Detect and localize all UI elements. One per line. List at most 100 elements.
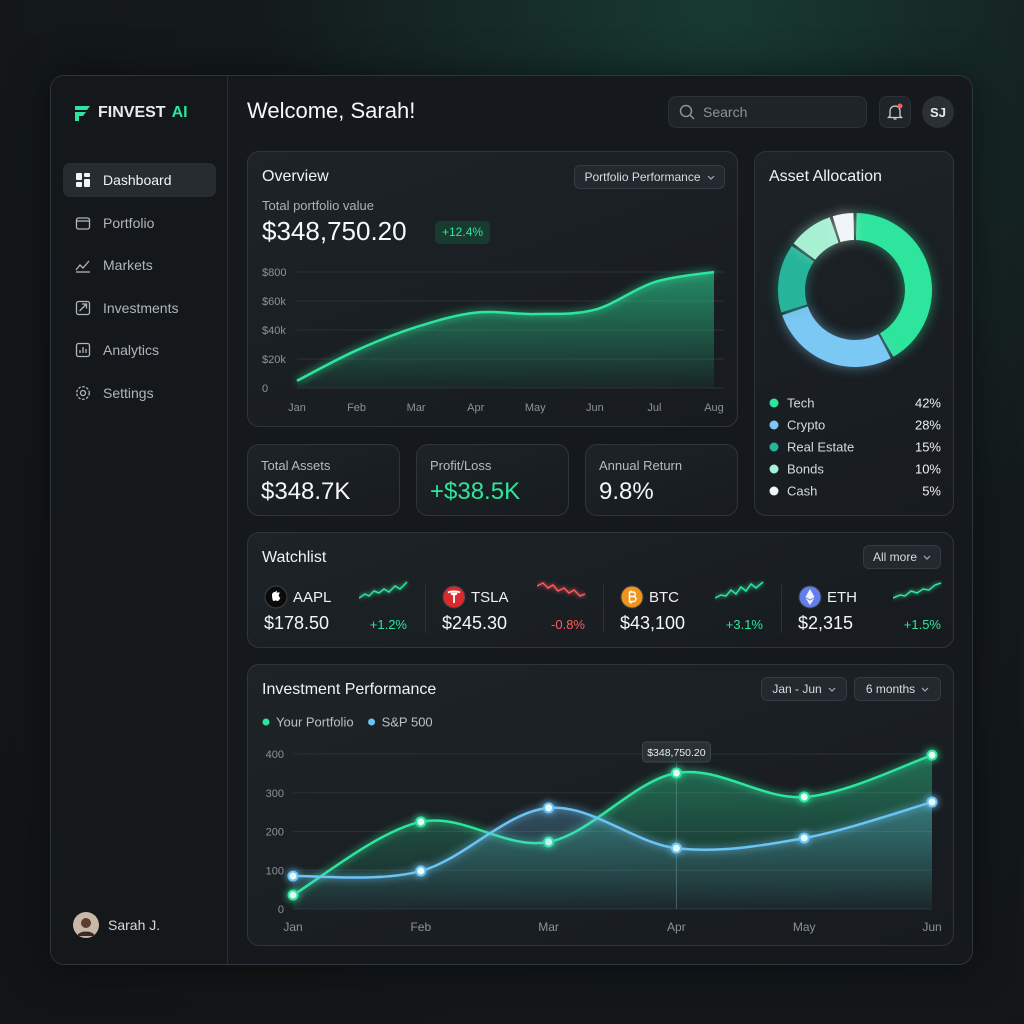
x-tick-label: Jan (283, 920, 302, 934)
allocation-chart: Tech 42% Crypto 28% Real Estate 15% Bonds 10% Ca… (769, 213, 941, 499)
ticker-change: +3.1% (725, 617, 763, 632)
nav-item[interactable]: Dashboard (63, 163, 216, 197)
donut-slice (832, 213, 855, 243)
stat-card: Total Assets $348.7K (247, 444, 400, 516)
brand-suffix: AI (171, 104, 188, 121)
legend-label: Bonds (787, 462, 824, 477)
nav-item[interactable]: Analytics (63, 333, 216, 367)
legend-dot (368, 718, 376, 726)
watchlist-title: Watchlist (262, 549, 327, 566)
nav-item[interactable]: Settings (63, 376, 216, 410)
user[interactable]: Sarah J. (73, 912, 160, 938)
chevron (921, 687, 929, 692)
allocation-title: Asset Allocation (769, 168, 882, 185)
brand-logo (75, 106, 90, 121)
y-tick-label: 100 (266, 865, 284, 877)
x-tick-label: Jul (647, 402, 661, 414)
legend-value: 15% (915, 440, 941, 455)
dropdown-label: 6 months (865, 682, 916, 696)
point (798, 791, 810, 803)
watch-item[interactable]: ETH $2,315 +1.5% (798, 578, 953, 638)
ticker-logo (620, 585, 644, 609)
search-box[interactable]: Search (668, 96, 867, 128)
ticker-symbol: BTC (649, 589, 679, 606)
ticker-change: -0.8% (551, 617, 585, 632)
x-tick-label: Jun (586, 402, 604, 414)
y-tick-label: $20k (262, 354, 286, 366)
nav-label: Dashboard (103, 172, 172, 188)
legend-dot (769, 420, 779, 430)
y-tick-label: 0 (278, 904, 284, 916)
value-caption: Total portfolio value (262, 198, 375, 213)
range-dropdown[interactable]: Jan - Jun (761, 677, 847, 701)
legend-dot (769, 464, 779, 474)
watch-item[interactable]: AAPL $178.50 +1.2% (264, 578, 425, 638)
sparkline (359, 581, 408, 599)
donut-slice (793, 217, 839, 260)
search-icon (679, 104, 695, 120)
nav-label: Analytics (103, 342, 160, 358)
ticker-logo (798, 585, 822, 609)
stat-value: 9.8% (599, 478, 654, 505)
stat-value: +$38.5K (430, 478, 521, 505)
watch-item[interactable]: BTC $43,100 +3.1% (620, 578, 781, 638)
dropdown-label: Portfolio Performance (584, 170, 701, 184)
x-tick-label: Aug (704, 402, 724, 414)
point (415, 865, 427, 877)
line (292, 800, 933, 879)
divider (425, 585, 426, 633)
ticker-price: $43,100 (620, 613, 686, 633)
ticker-symbol: TSLA (471, 589, 509, 606)
welcome-title: Welcome, Sarah! (247, 98, 416, 123)
donut-slice (782, 306, 891, 367)
nav-icon (75, 260, 90, 273)
watch-item[interactable]: TSLA $245.30 -0.8% (442, 578, 603, 638)
ticker-price: $2,315 (798, 613, 854, 633)
sparkline (537, 582, 586, 597)
chevron (707, 175, 714, 180)
x-tick-label: Apr (467, 402, 484, 414)
legend-dot (769, 486, 779, 496)
ticker-logo (264, 585, 288, 609)
legend-dot (262, 718, 270, 726)
watchlist-card: Watchlist All more AAPL $178.50 +1.2% TSLA $… (247, 532, 954, 648)
nav-icon (75, 342, 91, 358)
point (798, 832, 810, 844)
donut-slice (855, 213, 932, 357)
legend-value: 10% (915, 462, 941, 477)
y-tick-label: 0 (262, 383, 268, 395)
divider (781, 585, 782, 633)
nav-label: Settings (103, 384, 154, 401)
point (287, 870, 299, 882)
chevron (828, 687, 836, 692)
y-tick-label: 300 (266, 788, 284, 800)
user-avatar (73, 912, 99, 938)
overview-dropdown[interactable]: Portfolio Performance (574, 165, 725, 189)
period-dropdown[interactable]: 6 months (854, 677, 941, 701)
point (926, 749, 938, 761)
brand-name: FINVEST (98, 104, 166, 121)
legend-dot (769, 398, 779, 408)
y-tick-label: 400 (266, 749, 284, 761)
allocation-card: Tech 42% Crypto 28% Real Estate 15% Bonds 10% Ca… (754, 151, 954, 516)
x-tick-label: Mar (407, 402, 426, 414)
area (293, 802, 932, 909)
stat-card: Annual Return 9.8% (585, 444, 738, 516)
legend-label: Cash (787, 484, 817, 499)
ticker-symbol: AAPL (293, 589, 332, 606)
nav-label: Markets (103, 257, 153, 273)
x-tick-label: Feb (410, 920, 431, 934)
search-placeholder: Search (703, 104, 748, 120)
performance-card: 0 100 200 300 400 Jan Feb Mar Apr May Jun $348,750.… (247, 664, 954, 946)
ticker-change: +1.5% (903, 617, 941, 632)
nav-item[interactable]: Portfolio (63, 206, 216, 240)
header-avatar[interactable]: SJ (922, 96, 954, 128)
legend-label: Tech (787, 396, 814, 411)
notification-button[interactable] (879, 96, 911, 128)
legend-label: Your Portfolio (276, 715, 354, 730)
nav-item[interactable]: Investments (63, 291, 216, 325)
watchlist-button[interactable]: All more (863, 545, 941, 569)
nav-item[interactable]: Markets (63, 248, 216, 282)
